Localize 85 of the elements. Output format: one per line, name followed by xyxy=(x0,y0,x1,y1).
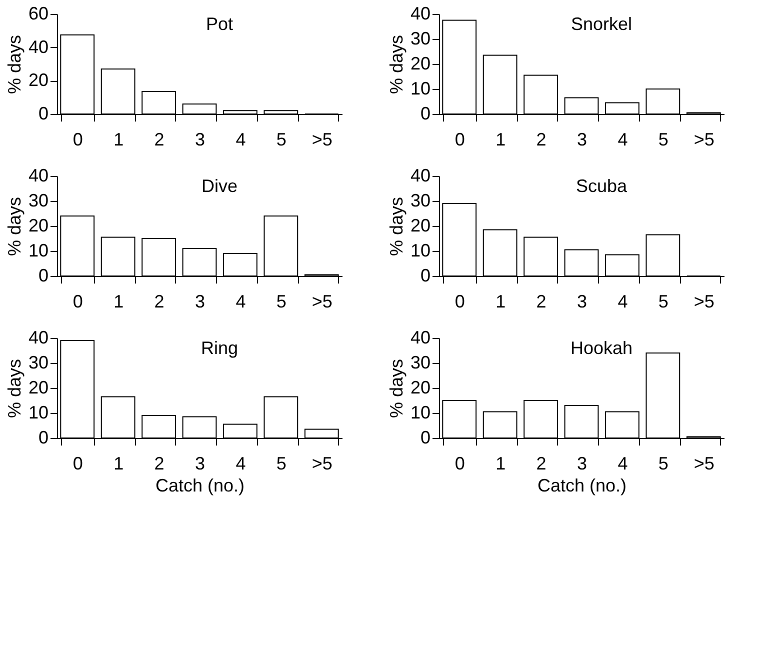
y-tick-label: 10 xyxy=(410,402,430,422)
y-axis-title: % days xyxy=(4,196,24,256)
x-tick-label: 3 xyxy=(194,292,206,312)
y-tick-label: 0 xyxy=(38,266,48,286)
x-tick-label: 3 xyxy=(576,292,588,312)
x-tick-label: 3 xyxy=(576,130,588,150)
x-tick-label: 2 xyxy=(154,454,164,474)
x-tick-label: >5 xyxy=(312,130,332,150)
y-tick-label: 20 xyxy=(410,54,430,74)
x-axis-title: Catch (no.) xyxy=(537,476,627,496)
y-axis-title: % days xyxy=(386,196,406,256)
x-tick-label: 0 xyxy=(454,130,465,150)
x-tick-label: 3 xyxy=(194,130,206,150)
x-tick-label: 5 xyxy=(276,292,286,312)
chart-title: Ring xyxy=(200,338,238,358)
x-tick-label: 4 xyxy=(618,454,628,474)
x-tick-label: 5 xyxy=(658,292,668,312)
x-tick-label: >5 xyxy=(694,454,714,474)
y-tick-label: 10 xyxy=(410,240,430,260)
x-tick-label: 5 xyxy=(276,454,286,474)
x-tick-label: 2 xyxy=(536,130,546,150)
y-tick-label: 20 xyxy=(28,70,48,90)
chart-title: Snorkel xyxy=(570,14,632,34)
x-tick-label: 1 xyxy=(114,292,124,312)
x-tick-label: 0 xyxy=(72,130,83,150)
chart-title: Dive xyxy=(201,176,238,196)
x-tick-label: 1 xyxy=(114,454,124,474)
x-tick-label: 1 xyxy=(496,454,506,474)
y-tick-label: 0 xyxy=(420,266,430,286)
x-tick-label: 0 xyxy=(454,292,465,312)
x-tick-label: 5 xyxy=(658,454,668,474)
y-tick-label: 10 xyxy=(28,402,48,422)
y-tick-label: 30 xyxy=(410,190,430,210)
y-tick-label: 40 xyxy=(410,4,430,24)
y-tick-label: 40 xyxy=(410,328,430,348)
y-tick-label: 30 xyxy=(28,352,48,372)
y-tick-label: 60 xyxy=(28,4,48,24)
x-tick-label: >5 xyxy=(694,292,714,312)
x-tick-label: 5 xyxy=(658,130,668,150)
x-tick-label: 4 xyxy=(618,130,628,150)
y-tick-label: 30 xyxy=(28,190,48,210)
x-tick-label: 2 xyxy=(536,454,546,474)
x-tick-label: 1 xyxy=(496,292,506,312)
y-tick-label: 40 xyxy=(410,166,430,186)
x-axis-title: Catch (no.) xyxy=(155,476,245,496)
x-tick-label: 4 xyxy=(236,130,246,150)
y-tick-label: 20 xyxy=(28,216,48,236)
y-tick-label: 0 xyxy=(38,104,48,124)
y-tick-label: 40 xyxy=(28,166,48,186)
y-tick-label: 40 xyxy=(28,328,48,348)
x-tick-label: 1 xyxy=(496,130,506,150)
x-tick-label: >5 xyxy=(694,130,714,150)
y-tick-label: 20 xyxy=(410,378,430,398)
x-tick-label: 4 xyxy=(236,292,246,312)
x-tick-label: 4 xyxy=(236,454,246,474)
y-tick-label: 0 xyxy=(420,104,430,124)
x-tick-label: 2 xyxy=(154,292,164,312)
y-tick-label: 40 xyxy=(28,36,48,57)
y-tick-label: 30 xyxy=(410,28,430,48)
y-axis-title: % days xyxy=(386,34,406,94)
x-tick-label: 0 xyxy=(72,454,83,474)
chart-title: Hookah xyxy=(570,338,633,358)
x-tick-label: 2 xyxy=(536,292,546,312)
y-tick-label: 30 xyxy=(410,352,430,372)
x-tick-label: >5 xyxy=(312,292,332,312)
x-tick-label: 0 xyxy=(454,454,465,474)
x-tick-label: 3 xyxy=(576,454,588,474)
y-axis-title: % days xyxy=(4,34,24,94)
x-tick-label: 2 xyxy=(154,130,164,150)
y-axis-title: % days xyxy=(386,358,406,418)
y-tick-label: 10 xyxy=(28,240,48,260)
chart-title: Pot xyxy=(206,14,234,34)
x-tick-label: 1 xyxy=(114,130,124,150)
x-tick-label: 3 xyxy=(194,454,206,474)
x-tick-label: 4 xyxy=(618,292,628,312)
x-tick-label: 5 xyxy=(276,130,286,150)
y-tick-label: 10 xyxy=(410,78,430,98)
y-tick-label: 20 xyxy=(28,378,48,398)
x-tick-label: >5 xyxy=(312,454,332,474)
y-tick-label: 20 xyxy=(410,216,430,236)
x-tick-label: 0 xyxy=(72,292,83,312)
y-axis-title: % days xyxy=(4,358,24,418)
y-tick-label: 0 xyxy=(420,428,430,448)
y-tick-label: 0 xyxy=(38,428,48,448)
chart-title: Scuba xyxy=(576,176,628,196)
